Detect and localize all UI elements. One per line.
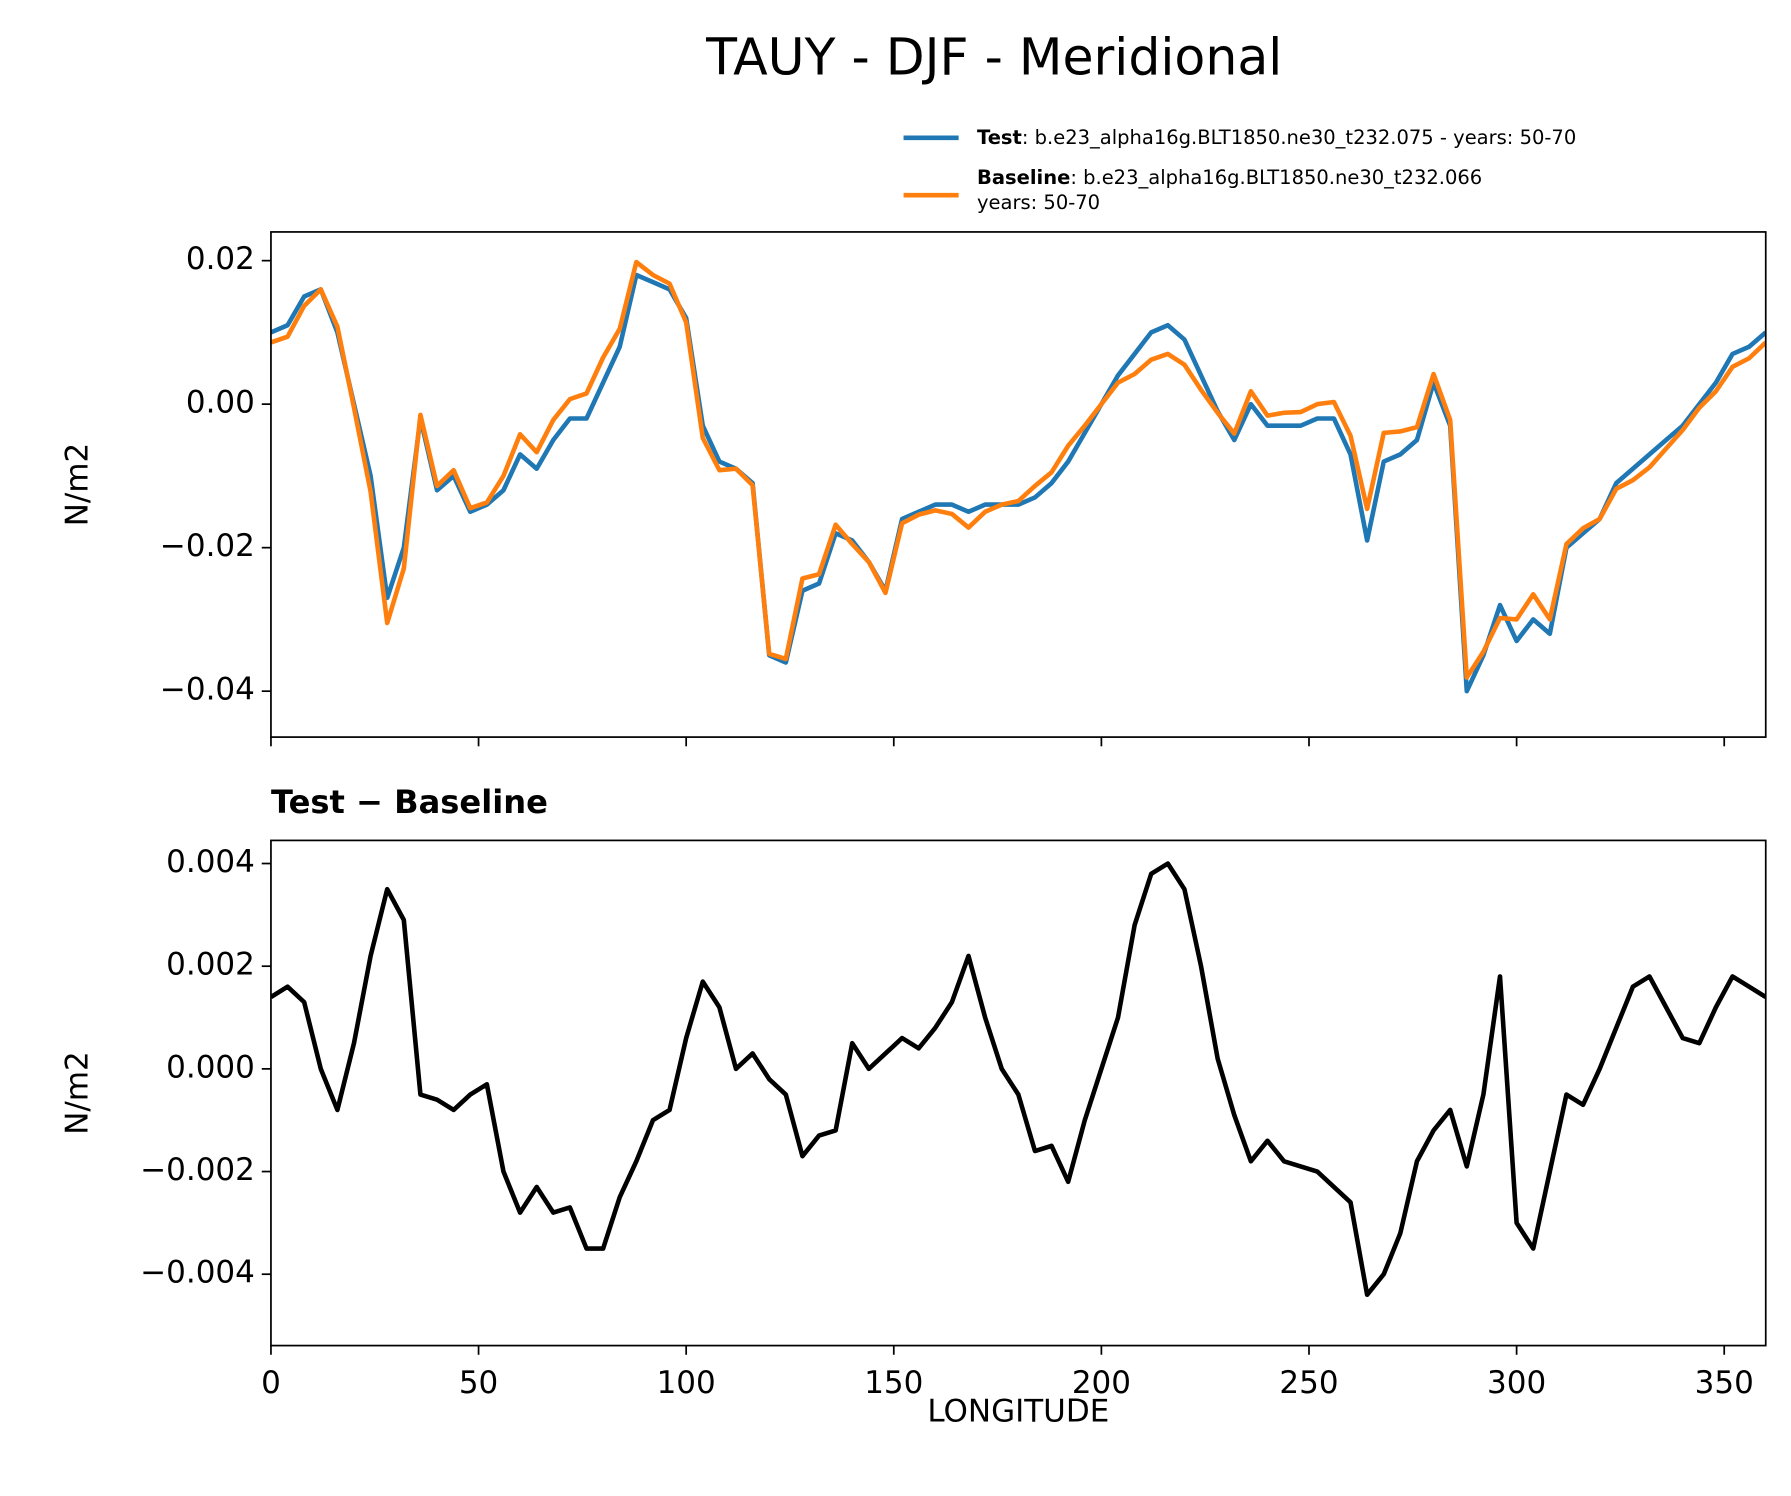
x-tick-label: 150 [864, 1365, 923, 1401]
x-tick-label: 100 [657, 1365, 716, 1401]
legend-description: : b.e23_alpha16g.BLT1850.ne30_t232.075 -… [1022, 125, 1576, 148]
y-tick-label: 0.000 [166, 1049, 255, 1085]
data-line [270, 259, 1766, 680]
y-tick-label: −0.02 [160, 528, 255, 564]
plot-frame [270, 839, 1767, 1347]
chart-title: TAUY - DJF - Meridional [705, 28, 1282, 87]
legend-name: Test [977, 125, 1022, 148]
x-tick-label: 200 [1072, 1365, 1131, 1401]
legend-label: Baseline: b.e23_alpha16g.BLT1850.ne30_t2… [977, 165, 1482, 188]
data-line [270, 272, 1766, 694]
plot-frame [270, 231, 1767, 738]
y-axis-label: N/m2 [59, 1051, 95, 1135]
y-tick-label: −0.002 [140, 1152, 255, 1188]
y-tick-label: −0.04 [160, 672, 255, 708]
x-tick-label: 250 [1279, 1365, 1338, 1401]
y-tick-label: 0.002 [166, 947, 255, 983]
y-tick-label: 0.00 [186, 385, 255, 421]
y-tick-label: 0.02 [186, 241, 255, 277]
legend-label: Test: b.e23_alpha16g.BLT1850.ne30_t232.0… [977, 125, 1576, 148]
data-line [270, 861, 1766, 1298]
legend-label: years: 50-70 [977, 191, 1100, 214]
legend-description: : b.e23_alpha16g.BLT1850.ne30_t232.066 [1070, 165, 1482, 188]
x-tick-label: 300 [1487, 1365, 1546, 1401]
y-axis-label: N/m2 [59, 443, 95, 527]
y-tick-label: 0.004 [166, 844, 255, 880]
x-tick-label: 350 [1695, 1365, 1754, 1401]
x-axis-label: LONGITUDE [927, 1393, 1109, 1429]
y-tick-label: −0.004 [140, 1255, 255, 1291]
legend-description: years: 50-70 [977, 191, 1100, 214]
x-tick-label: 0 [261, 1365, 281, 1401]
subplot-title: Test − Baseline [271, 783, 548, 821]
x-tick-label: 50 [459, 1365, 498, 1401]
legend-name: Baseline [977, 165, 1070, 188]
